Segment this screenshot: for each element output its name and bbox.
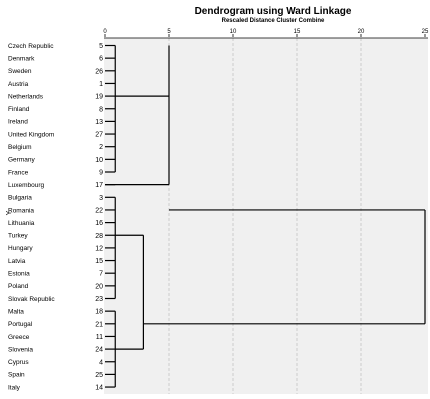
x-tick-label: 10 <box>230 29 237 35</box>
leaf-label: Austria <box>8 81 29 88</box>
leaf-id: 25 <box>95 372 103 379</box>
leaf-label: Turkey <box>8 233 28 240</box>
x-tick-label: 5 <box>167 29 171 35</box>
leaf-id: 23 <box>95 296 103 303</box>
leaf-id: 22 <box>95 207 103 214</box>
leaf-id: 7 <box>99 271 103 278</box>
chart-subtitle: Rescaled Distance Cluster Combine <box>222 18 325 24</box>
leaf-label: Poland <box>8 283 29 290</box>
leaf-label: Slovenia <box>8 346 33 353</box>
leaf-id: 19 <box>95 94 103 101</box>
leaf-label: Germany <box>8 157 35 164</box>
leaf-id: 9 <box>99 170 103 177</box>
x-tick-label: 25 <box>422 29 429 35</box>
leaf-id: 1 <box>99 81 103 88</box>
chart-title: Dendrogram using Ward Linkage <box>195 6 352 17</box>
leaf-id: 6 <box>99 56 103 63</box>
leaf-id: 8 <box>99 106 103 113</box>
leaf-label: Ireland <box>8 119 28 126</box>
leaf-label: Spain <box>8 372 25 379</box>
x-tick-label: 0 <box>103 29 107 35</box>
leaf-id: 12 <box>95 245 103 252</box>
plot-background <box>104 38 428 394</box>
leaf-id: 24 <box>95 347 103 354</box>
leaf-id: 15 <box>95 258 103 265</box>
leaf-id: 26 <box>95 68 103 75</box>
x-tick-label: 20 <box>358 29 365 35</box>
leaf-label: Luxembourg <box>8 182 45 189</box>
leaf-label: Lithuania <box>8 220 35 227</box>
leaf-id: 27 <box>95 132 103 139</box>
leaf-id: 28 <box>95 233 103 240</box>
leaf-label: Romania <box>8 207 34 214</box>
leaf-label: France <box>8 169 29 176</box>
leaf-id: 4 <box>99 359 103 366</box>
leaf-id: 10 <box>95 157 103 164</box>
leaf-label: Netherlands <box>8 93 44 100</box>
leaf-label: Italy <box>8 384 21 391</box>
leaf-label: Finland <box>8 106 30 113</box>
leaf-label: Sweden <box>8 68 32 75</box>
leaf-id: 13 <box>95 119 103 126</box>
leaf-label: Portugal <box>8 321 33 328</box>
x-tick-label: 15 <box>294 29 301 35</box>
leaf-label: Cyprus <box>8 359 29 366</box>
leaf-id: 16 <box>95 220 103 227</box>
leaf-id: 17 <box>95 182 103 189</box>
y-axis-label: Y <box>6 210 13 215</box>
leaf-id: 21 <box>95 321 103 328</box>
leaf-label: Malta <box>8 308 24 315</box>
leaf-label: Hungary <box>8 245 33 252</box>
plot-area: 0 5 10 15 20 25 Czech Republic 5 Denmark 6 Sweden 2… <box>8 29 429 394</box>
leaf-label: Greece <box>8 334 30 341</box>
leaf-id: 3 <box>99 195 103 202</box>
leaf-label: Bulgaria <box>8 195 32 202</box>
leaf-id: 14 <box>95 385 103 392</box>
leaf-label: Latvia <box>8 258 26 265</box>
leaf-id: 2 <box>99 144 103 151</box>
leaf-label: United Kingdom <box>8 131 54 138</box>
leaf-id: 11 <box>96 334 103 341</box>
leaf-label: Denmark <box>8 55 35 62</box>
leaf-label: Czech Republic <box>8 43 54 50</box>
leaf-id: 18 <box>95 309 103 316</box>
leaf-label: Slovak Republic <box>8 296 55 303</box>
leaf-id: 5 <box>99 43 103 50</box>
leaf-label: Estonia <box>8 271 30 278</box>
leaf-id: 20 <box>95 283 103 290</box>
leaf-label: Belgium <box>8 144 31 151</box>
